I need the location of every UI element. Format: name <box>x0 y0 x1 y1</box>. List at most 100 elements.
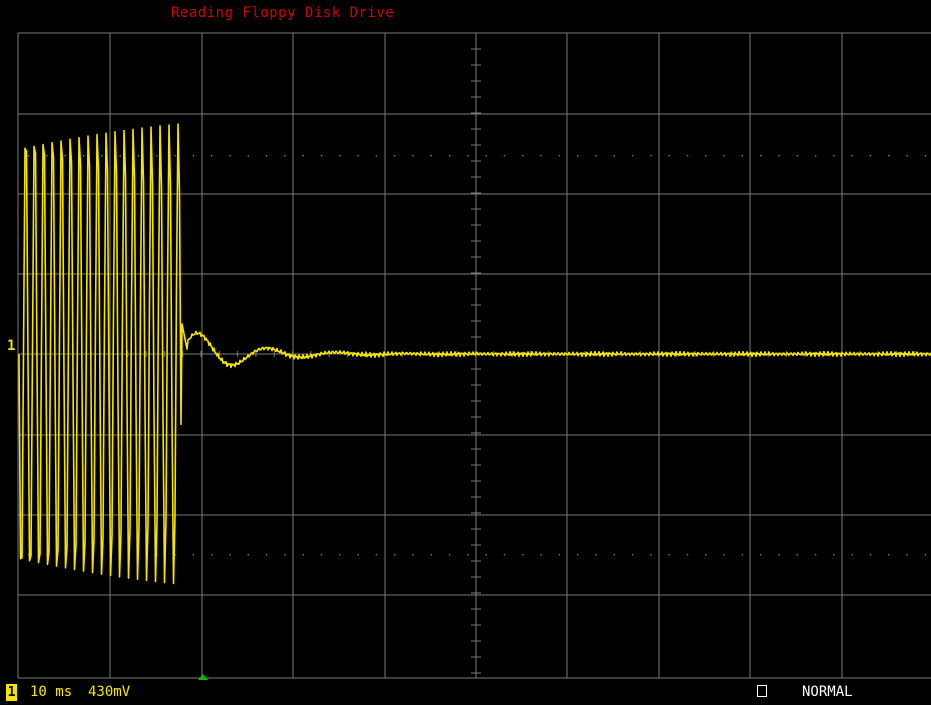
reference-dot <box>284 554 286 556</box>
reference-dot <box>577 554 579 556</box>
volts-per-div-readout[interactable]: 430mV <box>88 684 131 700</box>
reference-dot <box>375 554 378 556</box>
reference-dot <box>906 554 908 556</box>
reference-dot <box>869 554 872 556</box>
reference-dot <box>339 155 341 157</box>
reference-dot <box>540 155 542 157</box>
reference-dot <box>650 155 652 157</box>
reference-dot <box>613 155 615 157</box>
reference-dot <box>119 155 121 157</box>
reference-dot <box>357 155 359 157</box>
reference-dot <box>851 155 853 157</box>
reference-dot <box>888 155 890 157</box>
reference-dot <box>28 155 30 157</box>
reference-dot <box>686 554 689 556</box>
reference-dot <box>577 155 579 157</box>
channel-1-level-marker: 1 <box>7 338 16 354</box>
trigger-position-icon <box>198 674 208 680</box>
reference-dot <box>613 554 615 556</box>
reference-dot <box>705 155 707 157</box>
reference-dot <box>448 554 451 556</box>
reference-dot <box>485 554 487 556</box>
reference-dot <box>394 155 396 157</box>
reference-dot <box>595 554 597 556</box>
reference-dot <box>924 554 927 556</box>
reference-dot <box>211 155 213 157</box>
acquisition-square-icon <box>757 685 767 697</box>
status-bar <box>0 680 931 705</box>
reference-dot <box>137 155 140 157</box>
reference-dot <box>723 554 725 556</box>
reference-dot <box>302 155 304 157</box>
reference-dot <box>924 155 927 157</box>
reference-dot <box>668 554 670 556</box>
reference-dot <box>888 554 890 556</box>
timebase-readout[interactable]: 10 ms <box>30 684 73 700</box>
reference-dot <box>723 155 725 157</box>
reference-dot <box>174 554 176 556</box>
reference-dot <box>760 554 762 556</box>
reference-dot <box>448 155 451 157</box>
reference-dot <box>558 554 561 556</box>
reference-dot <box>320 554 323 556</box>
reference-dot <box>906 155 908 157</box>
reference-dot <box>467 155 469 157</box>
reference-dot <box>375 155 378 157</box>
reference-dot <box>851 554 853 556</box>
reference-dot <box>192 554 195 556</box>
reference-dot <box>485 155 487 157</box>
reference-dot <box>869 155 872 157</box>
reference-dot <box>101 155 103 157</box>
reference-dot <box>265 155 268 157</box>
reference-dot <box>265 554 268 556</box>
reference-dot <box>64 155 66 157</box>
trigger-mode-readout[interactable]: NORMAL <box>802 684 853 700</box>
reference-dot <box>650 554 652 556</box>
reference-dot <box>503 554 506 556</box>
reference-dot <box>833 554 835 556</box>
reference-dot <box>320 155 323 157</box>
reference-dot <box>558 155 561 157</box>
reference-dot <box>82 155 85 157</box>
reference-dot <box>595 155 597 157</box>
reference-dot <box>412 155 414 157</box>
reference-dot <box>229 554 231 556</box>
reference-dot <box>430 155 432 157</box>
reference-dot <box>247 554 249 556</box>
reference-dot <box>412 554 414 556</box>
reference-dot <box>339 554 341 556</box>
reference-dot <box>760 155 762 157</box>
reference-dot <box>46 155 48 157</box>
reference-dot <box>430 554 432 556</box>
reference-dot <box>778 554 780 556</box>
reference-dot <box>503 155 506 157</box>
reference-dot <box>686 155 689 157</box>
reference-dot <box>156 155 158 157</box>
reference-dot <box>796 155 798 157</box>
reference-dot <box>778 155 780 157</box>
reference-dot <box>814 155 817 157</box>
reference-dot <box>394 554 396 556</box>
reference-dot <box>284 155 286 157</box>
reference-dot <box>631 155 634 157</box>
reference-dot <box>211 554 213 556</box>
reference-dot <box>631 554 634 556</box>
reference-dot <box>814 554 817 556</box>
reference-dot <box>229 155 231 157</box>
reference-dot <box>522 554 524 556</box>
reference-dot <box>668 155 670 157</box>
channel-1-trace <box>18 123 931 585</box>
reference-dot <box>357 554 359 556</box>
reference-dot <box>302 554 304 556</box>
reference-dot <box>522 155 524 157</box>
screen-title: Reading Floppy Disk Drive <box>171 5 395 21</box>
reference-dot <box>540 554 542 556</box>
reference-dot <box>833 155 835 157</box>
reference-dot <box>192 155 195 157</box>
reference-dot <box>247 155 249 157</box>
reference-dot <box>174 155 176 157</box>
reference-dot <box>741 554 744 556</box>
channel-badge[interactable]: 1 <box>6 684 17 701</box>
reference-dot <box>705 554 707 556</box>
